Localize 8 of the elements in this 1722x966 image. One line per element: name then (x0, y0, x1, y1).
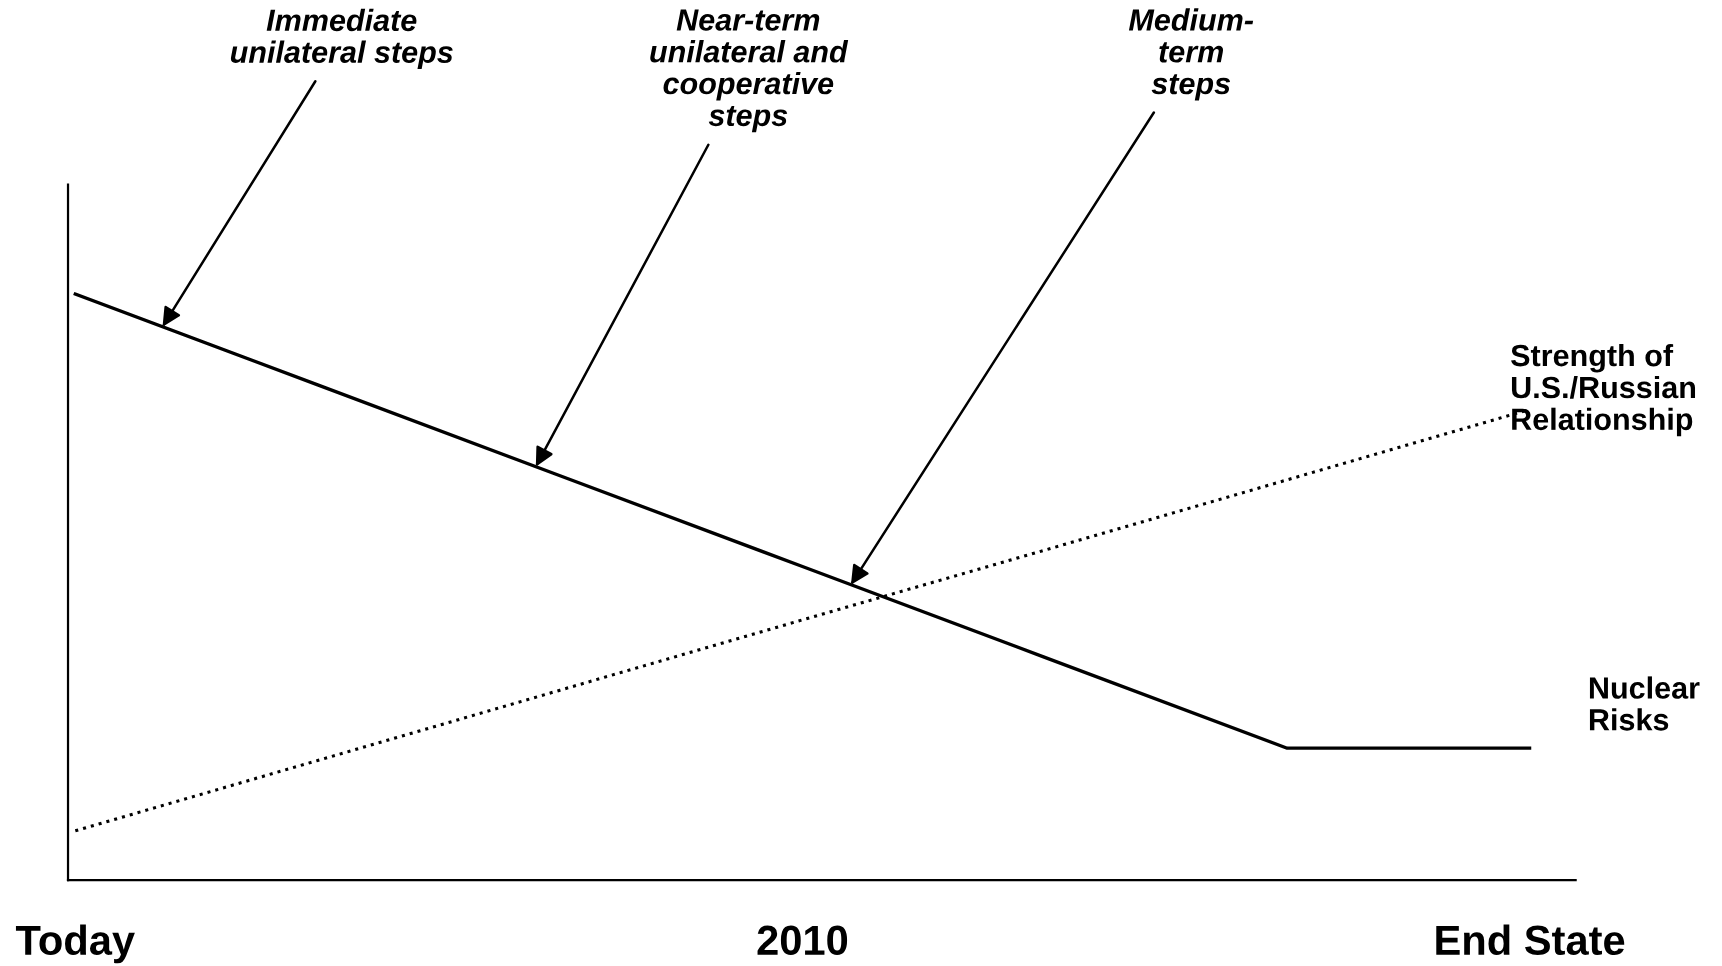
x-tick-label: Today (15, 924, 135, 964)
x-tick-label: 2010 (757, 925, 848, 956)
series-label: Strength of U.S./Russian Relationship (1511, 343, 1696, 437)
text: Medium- term steps (1128, 8, 1254, 101)
text: Immediate unilateral steps (230, 8, 453, 70)
text: Near-term unilateral and cooperative steps (650, 9, 849, 133)
x-tick-label: End State (1436, 924, 1625, 956)
text: Nuclear Risks (1589, 676, 1700, 731)
